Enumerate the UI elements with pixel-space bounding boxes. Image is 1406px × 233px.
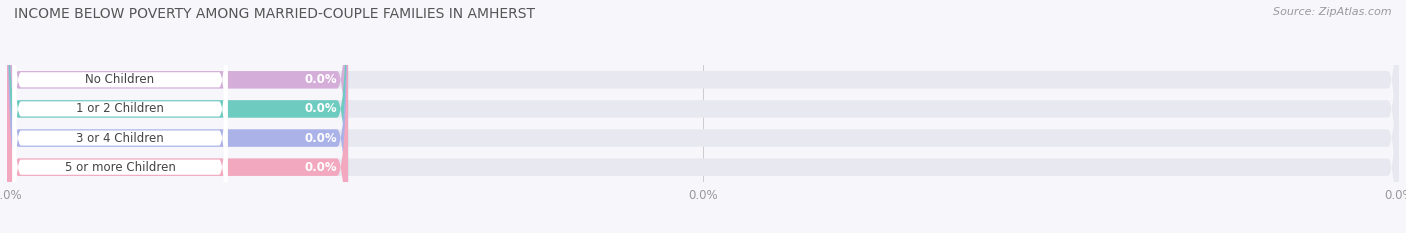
Text: 1 or 2 Children: 1 or 2 Children (76, 103, 165, 115)
FancyBboxPatch shape (13, 0, 228, 233)
Text: No Children: No Children (86, 73, 155, 86)
Text: INCOME BELOW POVERTY AMONG MARRIED-COUPLE FAMILIES IN AMHERST: INCOME BELOW POVERTY AMONG MARRIED-COUPL… (14, 7, 536, 21)
FancyBboxPatch shape (7, 0, 1399, 233)
Text: 0.0%: 0.0% (688, 189, 718, 202)
FancyBboxPatch shape (7, 0, 349, 233)
FancyBboxPatch shape (7, 0, 1399, 233)
Text: Source: ZipAtlas.com: Source: ZipAtlas.com (1274, 7, 1392, 17)
FancyBboxPatch shape (13, 0, 228, 233)
Text: 0.0%: 0.0% (1384, 189, 1406, 202)
Text: 0.0%: 0.0% (0, 189, 22, 202)
Text: 5 or more Children: 5 or more Children (65, 161, 176, 174)
FancyBboxPatch shape (7, 0, 1399, 233)
FancyBboxPatch shape (7, 0, 349, 233)
Text: 0.0%: 0.0% (304, 132, 337, 144)
Text: 0.0%: 0.0% (304, 103, 337, 115)
Text: 3 or 4 Children: 3 or 4 Children (76, 132, 165, 144)
Text: 0.0%: 0.0% (304, 73, 337, 86)
FancyBboxPatch shape (7, 0, 349, 233)
FancyBboxPatch shape (7, 0, 1399, 233)
FancyBboxPatch shape (13, 0, 228, 233)
FancyBboxPatch shape (7, 0, 349, 233)
Text: 0.0%: 0.0% (304, 161, 337, 174)
FancyBboxPatch shape (13, 0, 228, 233)
